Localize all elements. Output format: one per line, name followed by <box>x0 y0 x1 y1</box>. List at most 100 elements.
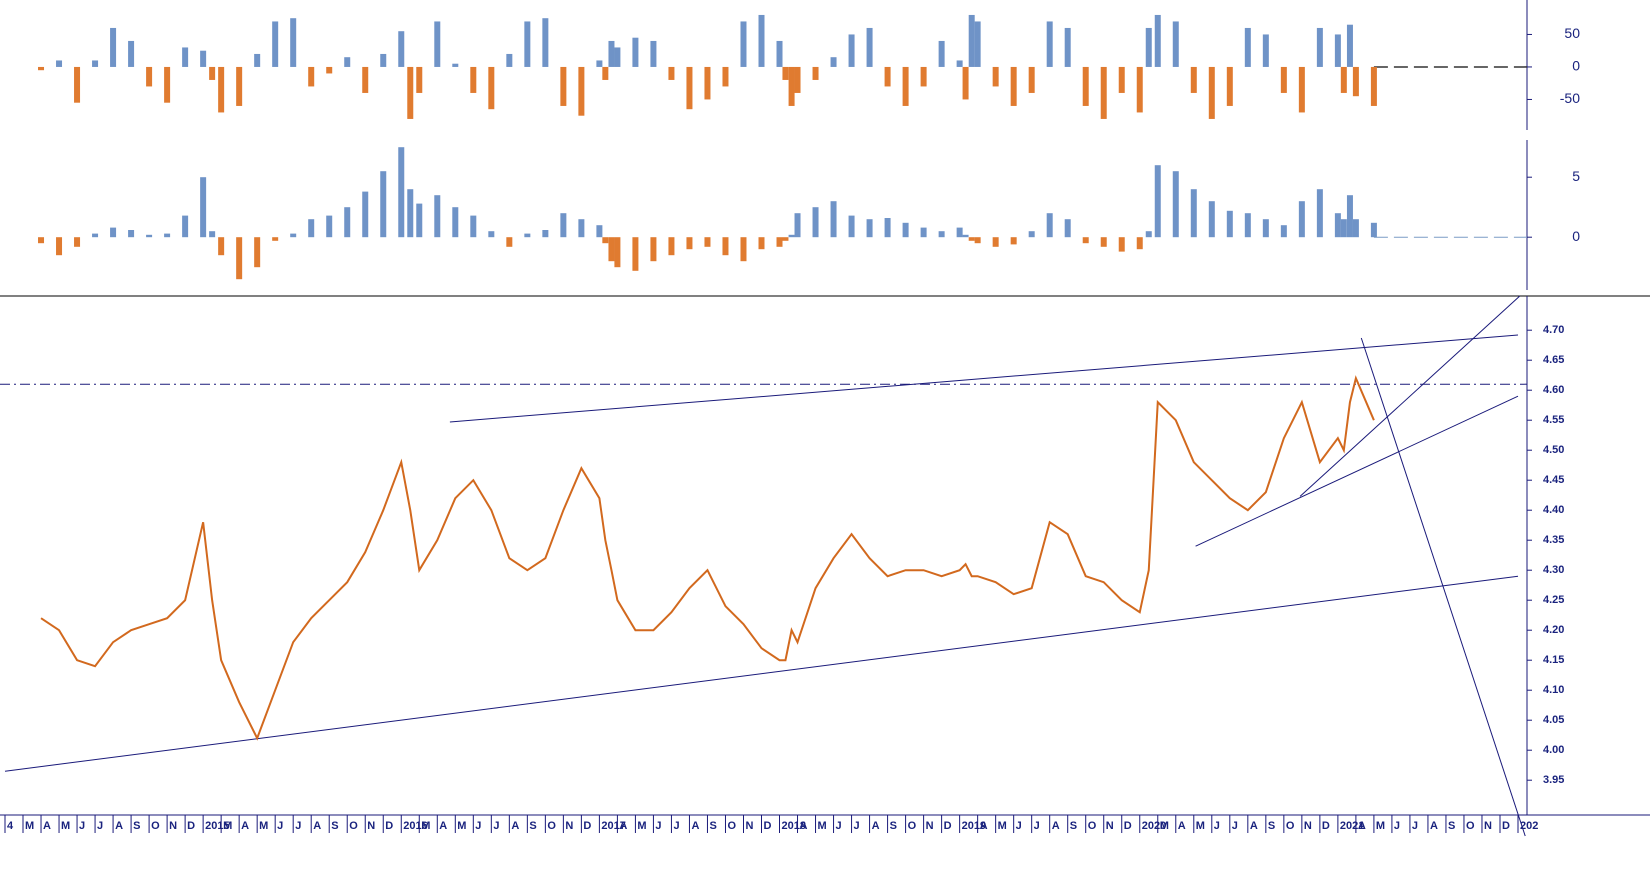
x-tick-label: A <box>980 820 988 832</box>
bar <box>344 207 351 238</box>
bar <box>1172 171 1179 238</box>
bar <box>776 237 783 247</box>
y-tick-label: 4.20 <box>1543 624 1564 636</box>
bar <box>1100 66 1107 119</box>
bar <box>200 177 207 238</box>
x-tick-label: M <box>1196 820 1205 832</box>
x-tick-label: D <box>1322 820 1330 832</box>
y-tick-label: 4.55 <box>1543 414 1564 426</box>
y-tick-label: 0 <box>1572 58 1580 74</box>
bar <box>848 215 855 238</box>
bar <box>560 213 567 238</box>
bar <box>884 218 891 238</box>
bar <box>938 231 945 238</box>
x-tick-label: D <box>385 820 393 832</box>
bar <box>956 227 963 238</box>
x-tick-label: 2018 <box>782 820 806 832</box>
bar <box>452 63 459 67</box>
bar <box>962 234 969 238</box>
x-tick-label: A <box>511 820 519 832</box>
bar <box>146 234 153 238</box>
bar <box>758 14 765 67</box>
x-tick-label: J <box>1232 820 1238 832</box>
bar <box>128 230 135 238</box>
bar <box>794 213 801 238</box>
bar <box>704 237 711 247</box>
bar <box>608 237 615 262</box>
x-tick-label: J <box>1034 820 1040 832</box>
bar <box>1145 27 1152 67</box>
bar <box>1100 237 1107 247</box>
bar <box>1298 66 1305 113</box>
bar <box>362 191 369 238</box>
bar <box>902 66 909 106</box>
bar <box>1064 27 1071 67</box>
bar <box>1316 189 1323 238</box>
bar <box>452 207 459 238</box>
bar <box>968 14 975 67</box>
x-tick-label: S <box>1268 820 1275 832</box>
x-tick-label: O <box>349 820 358 832</box>
x-tick-label: A <box>1250 820 1258 832</box>
bar <box>110 27 117 67</box>
bar <box>812 207 819 238</box>
y-tick-label: 4.30 <box>1543 564 1564 576</box>
bar <box>398 31 405 67</box>
x-tick-label: D <box>583 820 591 832</box>
x-tick-label: 202 <box>1520 820 1538 832</box>
bar <box>416 203 423 238</box>
bar <box>848 34 855 67</box>
bar <box>740 21 747 67</box>
x-tick-label: N <box>367 820 375 832</box>
bar <box>164 66 171 103</box>
x-tick-label: A <box>439 820 447 832</box>
bar <box>866 27 873 67</box>
bar <box>209 231 216 238</box>
y-tick-label: 50 <box>1564 25 1580 41</box>
bar <box>1028 66 1035 93</box>
x-tick-label: N <box>926 820 934 832</box>
bar <box>968 237 975 241</box>
bar <box>782 66 789 80</box>
x-tick-label: S <box>133 820 140 832</box>
y-tick-label: 4.65 <box>1543 354 1564 366</box>
x-tick-label: O <box>1286 820 1295 832</box>
bar <box>488 231 495 238</box>
bar <box>1346 24 1353 67</box>
bar <box>602 237 609 244</box>
bar <box>704 66 711 100</box>
bar <box>524 233 531 238</box>
bar <box>1118 66 1125 93</box>
bar <box>1352 66 1359 97</box>
bar <box>92 60 99 67</box>
trend-line <box>1195 395 1519 547</box>
x-tick-label: A <box>619 820 627 832</box>
bar <box>650 40 657 67</box>
bar <box>1118 237 1125 252</box>
bar <box>668 237 675 256</box>
x-tick-label: A <box>241 820 249 832</box>
bar <box>1280 66 1287 93</box>
bar <box>758 237 765 250</box>
bar <box>1154 165 1161 238</box>
y-tick-label: 4.35 <box>1543 534 1564 546</box>
x-tick-label: M <box>457 820 466 832</box>
bar <box>308 219 315 238</box>
bar <box>686 66 693 110</box>
price-line <box>40 375 1375 741</box>
x-tick-label: A <box>1178 820 1186 832</box>
y-tick-label: -50 <box>1560 90 1580 106</box>
bar <box>1244 27 1251 67</box>
x-tick-label: O <box>908 820 917 832</box>
x-tick-label: J <box>1412 820 1418 832</box>
x-tick-label: M <box>998 820 1007 832</box>
x-tick-label: A <box>1430 820 1438 832</box>
bar <box>1298 201 1305 238</box>
x-tick-label: S <box>1070 820 1077 832</box>
bar <box>218 66 225 113</box>
bar <box>614 47 621 67</box>
bar <box>578 219 585 238</box>
bar <box>164 233 171 238</box>
bar <box>560 66 567 106</box>
x-tick-label: J <box>673 820 679 832</box>
